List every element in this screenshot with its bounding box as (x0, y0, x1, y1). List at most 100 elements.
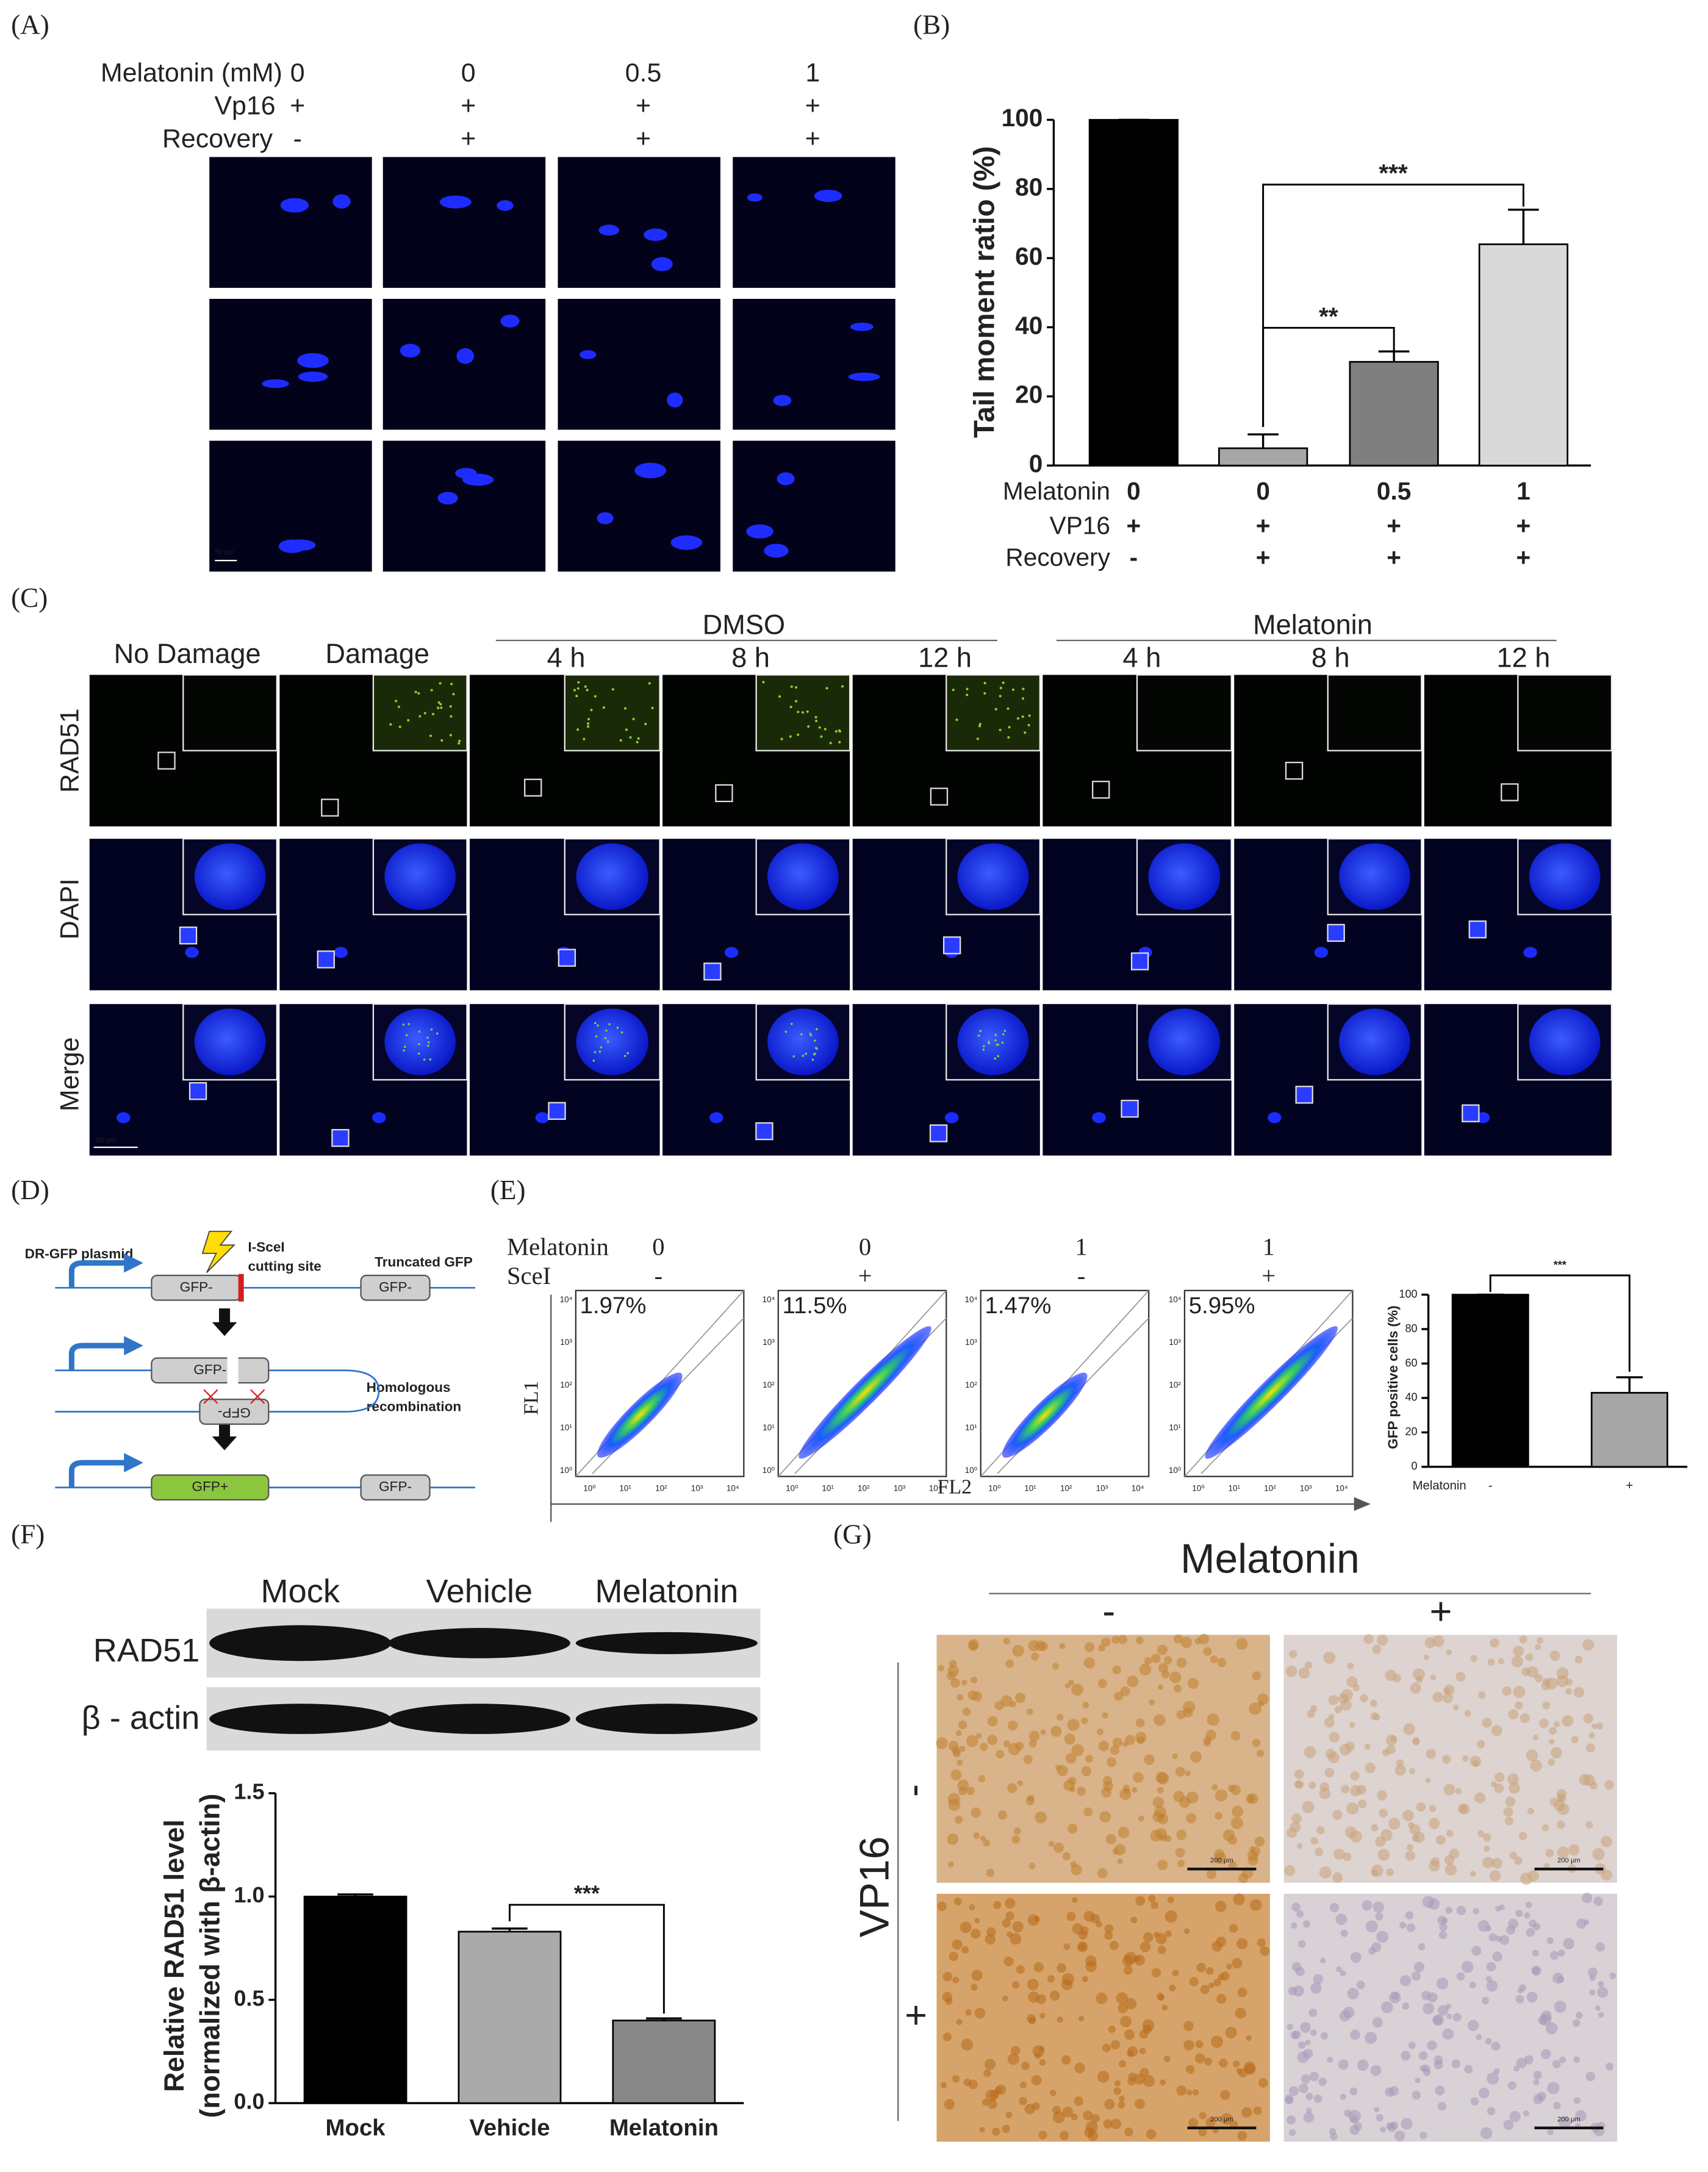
cell (1499, 1904, 1505, 1911)
foci (997, 1055, 1000, 1058)
cell (1112, 1737, 1122, 1747)
flow-tick: 10³ (762, 1338, 775, 1347)
roi-box (942, 936, 961, 955)
cell (1032, 2045, 1045, 2057)
cell (1548, 1758, 1556, 1766)
cell (1005, 1898, 1016, 1909)
cell (1052, 1663, 1060, 1670)
foci (966, 694, 969, 697)
cell (1518, 1988, 1524, 1994)
condition-value: + (1387, 512, 1401, 540)
row-value: + (805, 124, 820, 154)
error-bar (1378, 350, 1410, 362)
cell (1554, 1799, 1565, 1812)
cell (1449, 1848, 1460, 1859)
cell (1394, 2131, 1405, 2142)
cell (1110, 2118, 1122, 2129)
cell (1579, 1774, 1591, 1786)
cell (1585, 2071, 1596, 2082)
cell (1507, 1773, 1520, 1785)
cell (1376, 1634, 1388, 1646)
foci (450, 715, 453, 718)
cell (1332, 1810, 1343, 1820)
bar (1088, 119, 1179, 467)
flow-tick: 10³ (965, 1338, 977, 1347)
x-tick-label: + (1626, 1479, 1633, 1493)
cell (1216, 1993, 1227, 2004)
bar (1478, 243, 1569, 467)
gate-percent: 1.47% (985, 1292, 1052, 1319)
gene-box (151, 1474, 270, 1501)
row-name: Recovery (162, 124, 273, 154)
foci (997, 1043, 1000, 1046)
nucleus (185, 947, 199, 958)
foci (602, 706, 606, 709)
roi-box (157, 751, 176, 770)
x-tick-label: Mock (326, 2115, 386, 2141)
cell (1537, 1637, 1544, 1644)
panel-label: (C) (11, 582, 48, 613)
cell (1585, 1821, 1593, 1829)
foci (429, 1058, 432, 1061)
cell (944, 2099, 955, 2110)
foci (584, 685, 587, 688)
cell (1376, 2113, 1383, 2122)
cell (1340, 1929, 1348, 1937)
cell (1486, 1962, 1496, 1972)
cell (1478, 1691, 1486, 1699)
cell (1588, 1732, 1595, 1739)
cell (1428, 1898, 1440, 1910)
foci (789, 706, 792, 709)
foci (576, 687, 580, 690)
cell (965, 2009, 972, 2016)
cell (1340, 2093, 1347, 2100)
cell (1297, 2051, 1309, 2063)
cell (1442, 2028, 1454, 2040)
cell (1205, 1966, 1214, 1975)
group-label: Melatonin (1180, 1536, 1360, 1582)
row-value: + (290, 91, 305, 120)
significance-bracket (1262, 184, 1524, 428)
cell (1007, 1783, 1017, 1794)
cell (1213, 1978, 1222, 1987)
cell (1005, 2112, 1013, 2118)
cell (1319, 1866, 1332, 1879)
flow-tick: 10¹ (965, 1423, 977, 1432)
error-bar (1616, 1376, 1643, 1393)
cell (1048, 1841, 1055, 1847)
significance-label: ** (1319, 302, 1338, 330)
y-tick-label: 80 (1015, 173, 1042, 201)
cell (1091, 2114, 1100, 2123)
cell (1509, 2110, 1521, 2123)
comet (439, 195, 472, 209)
column-label: No Damage (114, 638, 261, 669)
cell (971, 1928, 981, 1939)
inset (182, 674, 278, 751)
cell (1476, 2034, 1482, 2040)
cell (1582, 1639, 1595, 1651)
cell (1573, 1686, 1585, 1698)
cell (1062, 1852, 1071, 1860)
roi-box (1121, 1100, 1139, 1118)
row-value: + (461, 124, 476, 154)
inset (1327, 674, 1423, 751)
row-label: DAPI (56, 878, 85, 939)
population (1205, 1326, 1338, 1459)
foci (414, 690, 417, 694)
inset (372, 674, 468, 751)
flow-tick: 10³ (691, 1484, 703, 1493)
cell (1413, 1962, 1425, 1973)
cell (1114, 2080, 1121, 2087)
comet (400, 343, 421, 358)
cell (1389, 2086, 1399, 2096)
flow-tick: 10¹ (1169, 1423, 1181, 1432)
comet (297, 353, 329, 368)
cell (1144, 1657, 1152, 1665)
nucleus-zoom (1339, 843, 1410, 910)
comet (298, 371, 328, 382)
cell (1389, 1991, 1401, 2004)
row-value: 0 (859, 1233, 871, 1260)
cell (1050, 1726, 1062, 1737)
cell (1053, 1842, 1064, 1853)
inset (946, 674, 1041, 751)
